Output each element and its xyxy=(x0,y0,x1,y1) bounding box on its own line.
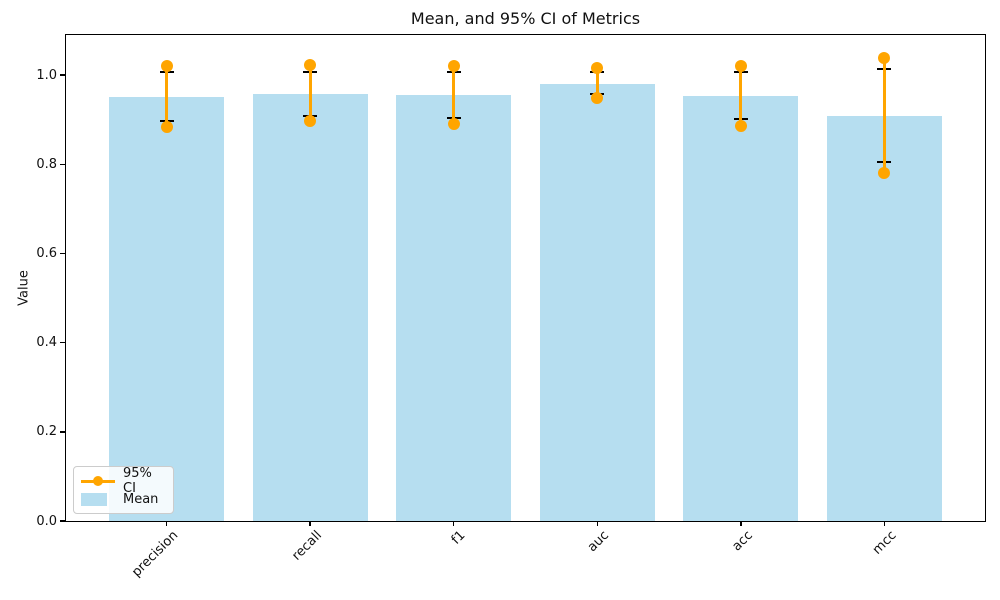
ci-dot-low-acc xyxy=(734,119,747,132)
x-tick-label-acc: acc xyxy=(729,528,756,555)
x-tick-precision xyxy=(165,521,168,526)
ci-dot-low-auc xyxy=(591,92,604,105)
ci-dot-low-recall xyxy=(304,115,317,128)
mean-bar-mcc xyxy=(827,115,942,521)
x-tick-label-auc: auc xyxy=(584,528,612,556)
chart-title: Mean, and 95% CI of Metrics xyxy=(410,9,641,28)
mean-bar-acc xyxy=(683,96,799,521)
y-tick-0.2 xyxy=(60,431,66,433)
mean-bar-precision xyxy=(109,97,224,521)
mean-bar-auc xyxy=(539,84,655,521)
mean-bar-recall xyxy=(252,93,368,521)
x-tick-mcc xyxy=(883,521,886,526)
x-tick-label-precision: precision xyxy=(129,528,182,581)
ci-dot-low-f1 xyxy=(447,117,460,130)
y-tick-label-0.2: 0.2 xyxy=(36,424,57,440)
y-axis-label: Value xyxy=(16,270,32,306)
ci-dot-low-precision xyxy=(160,121,173,134)
y-tick-0.4 xyxy=(60,341,66,344)
ci-dot-high-f1 xyxy=(447,59,460,72)
x-tick-auc xyxy=(596,521,598,526)
ci-line-auc xyxy=(595,67,599,99)
legend-handle xyxy=(81,476,117,486)
x-tick-acc xyxy=(740,521,742,526)
y-tick-label-0.6: 0.6 xyxy=(36,245,57,261)
ci-line-mcc xyxy=(882,57,886,174)
ci-dot-high-mcc xyxy=(878,51,891,64)
ci-line-recall xyxy=(308,65,312,122)
ci-dot-high-precision xyxy=(160,59,173,72)
legend-label-ci: 95% CI xyxy=(123,466,152,496)
plot-area xyxy=(66,35,985,521)
x-tick-label-mcc: mcc xyxy=(869,528,900,558)
y-tick-label-0.8: 0.8 xyxy=(36,156,57,172)
x-tick-recall xyxy=(309,521,311,526)
mean-patch-icon xyxy=(81,492,107,506)
ci-dot-high-auc xyxy=(591,61,604,74)
ci-dot-low-mcc xyxy=(878,167,891,180)
y-tick-label-0.4: 0.4 xyxy=(36,335,57,351)
ci-dot-high-recall xyxy=(304,59,317,72)
ci-line-f1 xyxy=(452,65,456,124)
legend-label-mean: Mean xyxy=(123,491,159,507)
y-tick-0 xyxy=(60,520,66,522)
y-tick-label-0: 0.0 xyxy=(36,513,57,529)
ci-line-acc xyxy=(739,66,743,126)
y-tick-label-1: 1.0 xyxy=(36,67,57,83)
x-tick-label-f1: f1 xyxy=(448,528,469,548)
ci-dot-high-acc xyxy=(734,60,747,73)
legend-handle xyxy=(81,492,117,506)
y-tick-0.6 xyxy=(60,252,66,255)
ci-line-icon xyxy=(81,476,115,486)
mean-bar-f1 xyxy=(396,95,512,521)
ci-line-precision xyxy=(165,65,169,128)
y-tick-1 xyxy=(60,74,66,76)
x-tick-f1 xyxy=(453,521,455,526)
ci-marker-icon xyxy=(93,476,103,486)
legend-item-mean: Mean xyxy=(81,491,166,507)
legend-item-ci: 95% CI xyxy=(81,466,166,496)
y-tick-0.8 xyxy=(60,163,66,165)
x-tick-label-recall: recall xyxy=(289,528,325,564)
legend: 95% CI Mean xyxy=(73,466,174,514)
